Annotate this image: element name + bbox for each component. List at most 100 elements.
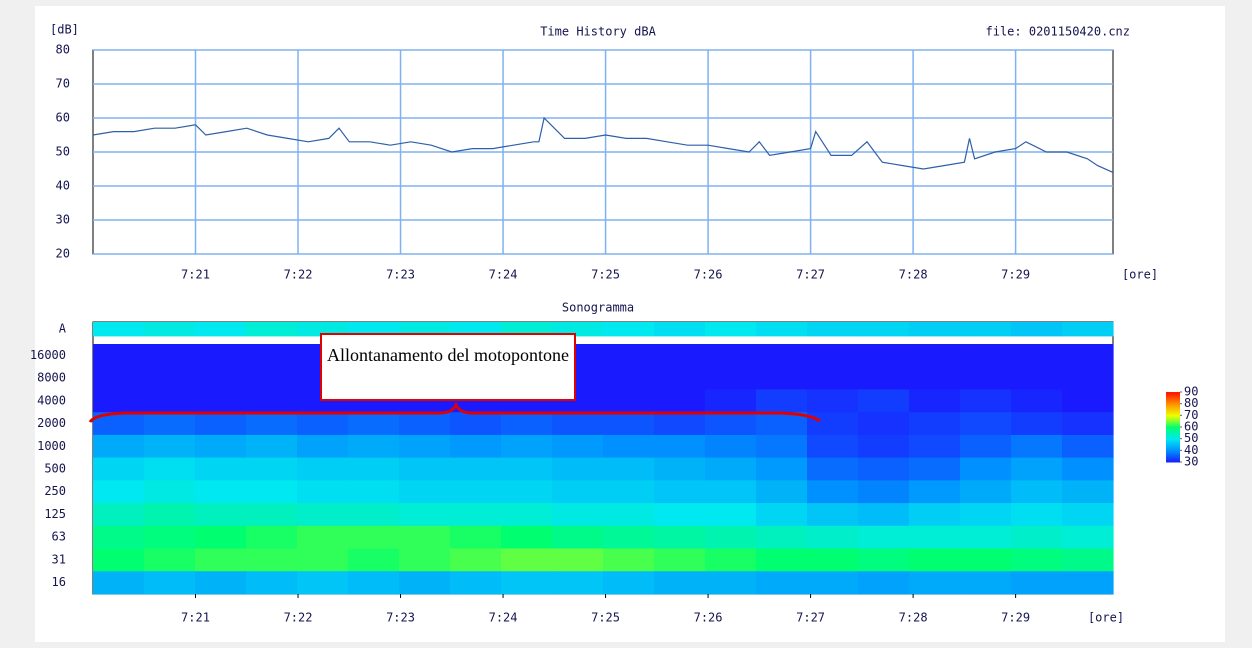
heatmap-cell [1062, 457, 1114, 481]
heatmap-cell [552, 412, 604, 436]
chart-title: Sonogramma [562, 301, 634, 315]
colorbar-segment [1166, 432, 1180, 435]
colorbar-tick-label: 50 [1184, 431, 1198, 445]
heatmap-cell [705, 366, 757, 390]
heatmap-cell [1011, 548, 1063, 572]
heatmap-cell [195, 322, 247, 337]
heatmap-cell [603, 322, 655, 337]
heatmap-cell [1062, 548, 1114, 572]
heatmap-cell [246, 322, 298, 337]
colorbar-segment [1166, 414, 1180, 417]
y-tick-label: 125 [44, 507, 66, 521]
colorbar-segment [1166, 416, 1180, 419]
heatmap-cell [705, 322, 757, 337]
heatmap-cell [450, 480, 502, 504]
heatmap-cell [807, 412, 859, 436]
heatmap-cell [501, 434, 553, 459]
heatmap-cell [705, 480, 757, 504]
y-tick-label: 60 [56, 111, 70, 125]
heatmap-cell [909, 571, 961, 595]
heatmap-cell [807, 322, 859, 337]
heatmap-cell [756, 434, 808, 459]
y-tick-label: 250 [44, 484, 66, 498]
heatmap-cell [705, 389, 757, 413]
colorbar-segment [1166, 392, 1180, 395]
heatmap-cell [246, 366, 298, 390]
heatmap-cell [705, 571, 757, 595]
heatmap-cell [195, 480, 247, 504]
heatmap-cell [654, 548, 706, 572]
heatmap-cell [756, 525, 808, 549]
heatmap-cell [1011, 503, 1063, 527]
heatmap-cell [960, 548, 1012, 572]
y-tick-label: 8000 [37, 371, 66, 385]
heatmap-cell [756, 366, 808, 390]
heatmap-cell [348, 548, 400, 572]
heatmap-cell [144, 366, 196, 390]
colorbar-segment [1166, 404, 1180, 407]
heatmap-cell [552, 548, 604, 572]
heatmap-cell [603, 571, 655, 595]
heatmap-cell [501, 525, 553, 549]
heatmap-cell [960, 412, 1012, 436]
heatmap-cell [960, 322, 1012, 337]
colorbar-segment [1166, 396, 1180, 399]
colorbar-segment [1166, 422, 1180, 425]
heatmap-cell [807, 457, 859, 481]
heatmap-cell [501, 322, 553, 337]
heatmap-cell [399, 571, 451, 595]
y-tick-label: A [59, 322, 67, 336]
y-tick-label: 4000 [37, 393, 66, 407]
heatmap-cell [450, 571, 502, 595]
heatmap-cell [450, 322, 502, 337]
heatmap-cell [246, 503, 298, 527]
colorbar-segment [1166, 398, 1180, 401]
heatmap-cell [603, 412, 655, 436]
heatmap-cell [603, 548, 655, 572]
heatmap-cell [144, 412, 196, 436]
heatmap-cell [348, 412, 400, 436]
y-tick-label: 2000 [37, 416, 66, 430]
heatmap-cell [858, 571, 910, 595]
colorbar-segment [1166, 458, 1180, 461]
colorbar-segment [1166, 434, 1180, 437]
heatmap-cell [603, 389, 655, 413]
colorbar-segment [1166, 406, 1180, 409]
y-tick-label: 31 [52, 552, 66, 566]
heatmap-cell [297, 480, 349, 504]
heatmap-cell [807, 389, 859, 413]
x-tick-label: 7:28 [899, 268, 928, 282]
heatmap-cell [960, 434, 1012, 459]
heatmap-cell [348, 322, 400, 337]
heatmap-cell [552, 525, 604, 549]
heatmap-cell [858, 548, 910, 572]
annotation: file: 0201150420.cnz [986, 25, 1131, 39]
heatmap-cell [144, 344, 196, 368]
heatmap-cell [450, 457, 502, 481]
colorbar-segment [1166, 448, 1180, 451]
x-tick-label: 7:24 [489, 611, 518, 625]
heatmap-cell [450, 412, 502, 436]
heatmap-cell [93, 344, 145, 368]
heatmap-cell [807, 366, 859, 390]
heatmap-cell [909, 548, 961, 572]
colorbar-tick-label: 40 [1184, 443, 1198, 457]
heatmap-cell [1011, 571, 1063, 595]
heatmap-cell [297, 548, 349, 572]
heatmap-cell [705, 503, 757, 527]
heatmap-cell [654, 434, 706, 459]
heatmap-cell [93, 322, 145, 337]
heatmap-cell [807, 525, 859, 549]
colorbar-segment [1166, 446, 1180, 449]
heatmap-cell [654, 571, 706, 595]
x-tick-label: 7:27 [796, 611, 825, 625]
heatmap-cell [705, 548, 757, 572]
heatmap-cell [960, 571, 1012, 595]
x-tick-label: 7:21 [181, 611, 210, 625]
heatmap-cell [1062, 503, 1114, 527]
heatmap-cell [246, 571, 298, 595]
heatmap-cell [756, 412, 808, 436]
heatmap-cell [297, 434, 349, 459]
heatmap-cell [399, 434, 451, 459]
